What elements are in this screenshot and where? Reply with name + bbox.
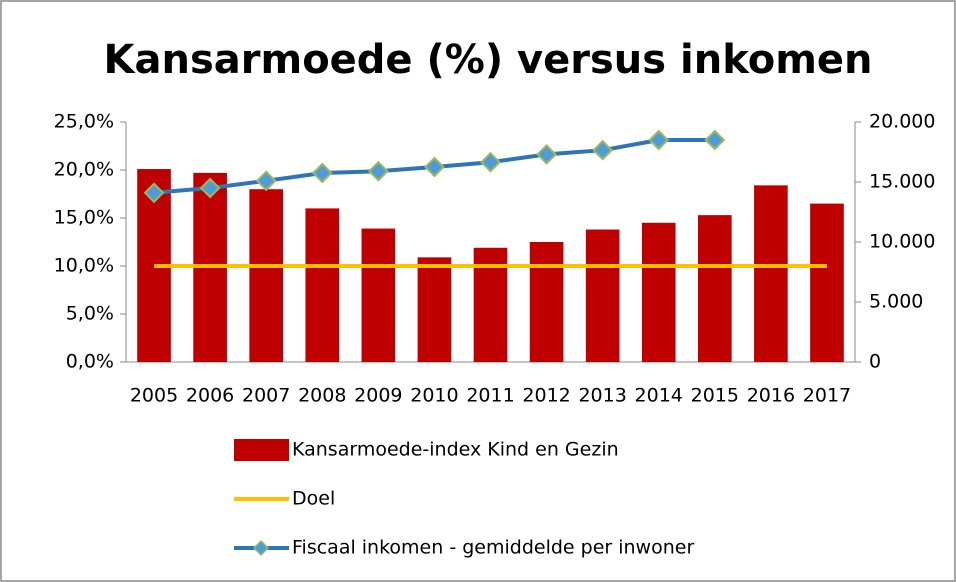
x-tick-label: 2010 — [410, 385, 458, 407]
x-tick-label: 2005 — [130, 385, 178, 407]
bar — [305, 208, 340, 362]
marker — [143, 182, 165, 204]
marker — [592, 139, 614, 161]
bar — [697, 215, 732, 362]
y2-tick-label: 20.000 — [869, 111, 935, 133]
marker — [536, 143, 557, 165]
x-tick-label: 2008 — [298, 385, 346, 407]
bar — [585, 229, 620, 362]
legend-label: Fiscaal inkomen - gemiddelde per inwoner — [292, 537, 694, 559]
x-tick-label: 2011 — [466, 385, 514, 407]
bar — [529, 242, 564, 362]
y2-tick-label: 10.000 — [869, 231, 935, 253]
y-tick-label: 15,0% — [54, 207, 114, 229]
legend-label: Doel — [292, 488, 335, 510]
bar — [361, 228, 396, 362]
y2-tick-label: 15.000 — [869, 171, 935, 193]
marker — [480, 151, 501, 173]
y-tick-label: 10,0% — [54, 255, 114, 277]
x-tick-label: 2009 — [354, 385, 402, 407]
marker — [255, 170, 277, 192]
legend-swatch — [234, 439, 289, 461]
x-tick-label: 2013 — [578, 385, 626, 407]
marker — [311, 162, 333, 184]
y-tick-label: 20,0% — [54, 159, 114, 181]
y-tick-label: 5,0% — [66, 303, 114, 325]
bar — [754, 185, 788, 362]
y-tick-label: 25,0% — [54, 111, 114, 133]
y2-tick-label: 0 — [869, 351, 881, 373]
marker — [199, 177, 221, 199]
x-tick-label: 2012 — [522, 385, 570, 407]
legend-label: Kansarmoede-index Kind en Gezin — [292, 439, 619, 461]
x-tick-label: 2014 — [635, 385, 683, 407]
x-tick-label: 2007 — [242, 385, 290, 407]
bar — [249, 189, 284, 362]
legend-marker — [252, 539, 270, 557]
y-tick-label: 0,0% — [66, 351, 114, 373]
x-tick-label: 2016 — [747, 385, 795, 407]
y2-tick-label: 5.000 — [869, 291, 923, 313]
marker — [424, 156, 445, 178]
x-tick-label: 2017 — [803, 385, 851, 407]
bar — [810, 203, 844, 362]
marker — [367, 160, 389, 182]
bar — [641, 222, 676, 362]
marker — [648, 129, 670, 151]
marker — [704, 129, 726, 151]
x-tick-label: 2006 — [186, 385, 234, 407]
chart-title: Kansarmoede (%) versus inkomen — [104, 37, 873, 83]
x-tick-label: 2015 — [691, 385, 739, 407]
bar — [417, 257, 452, 362]
